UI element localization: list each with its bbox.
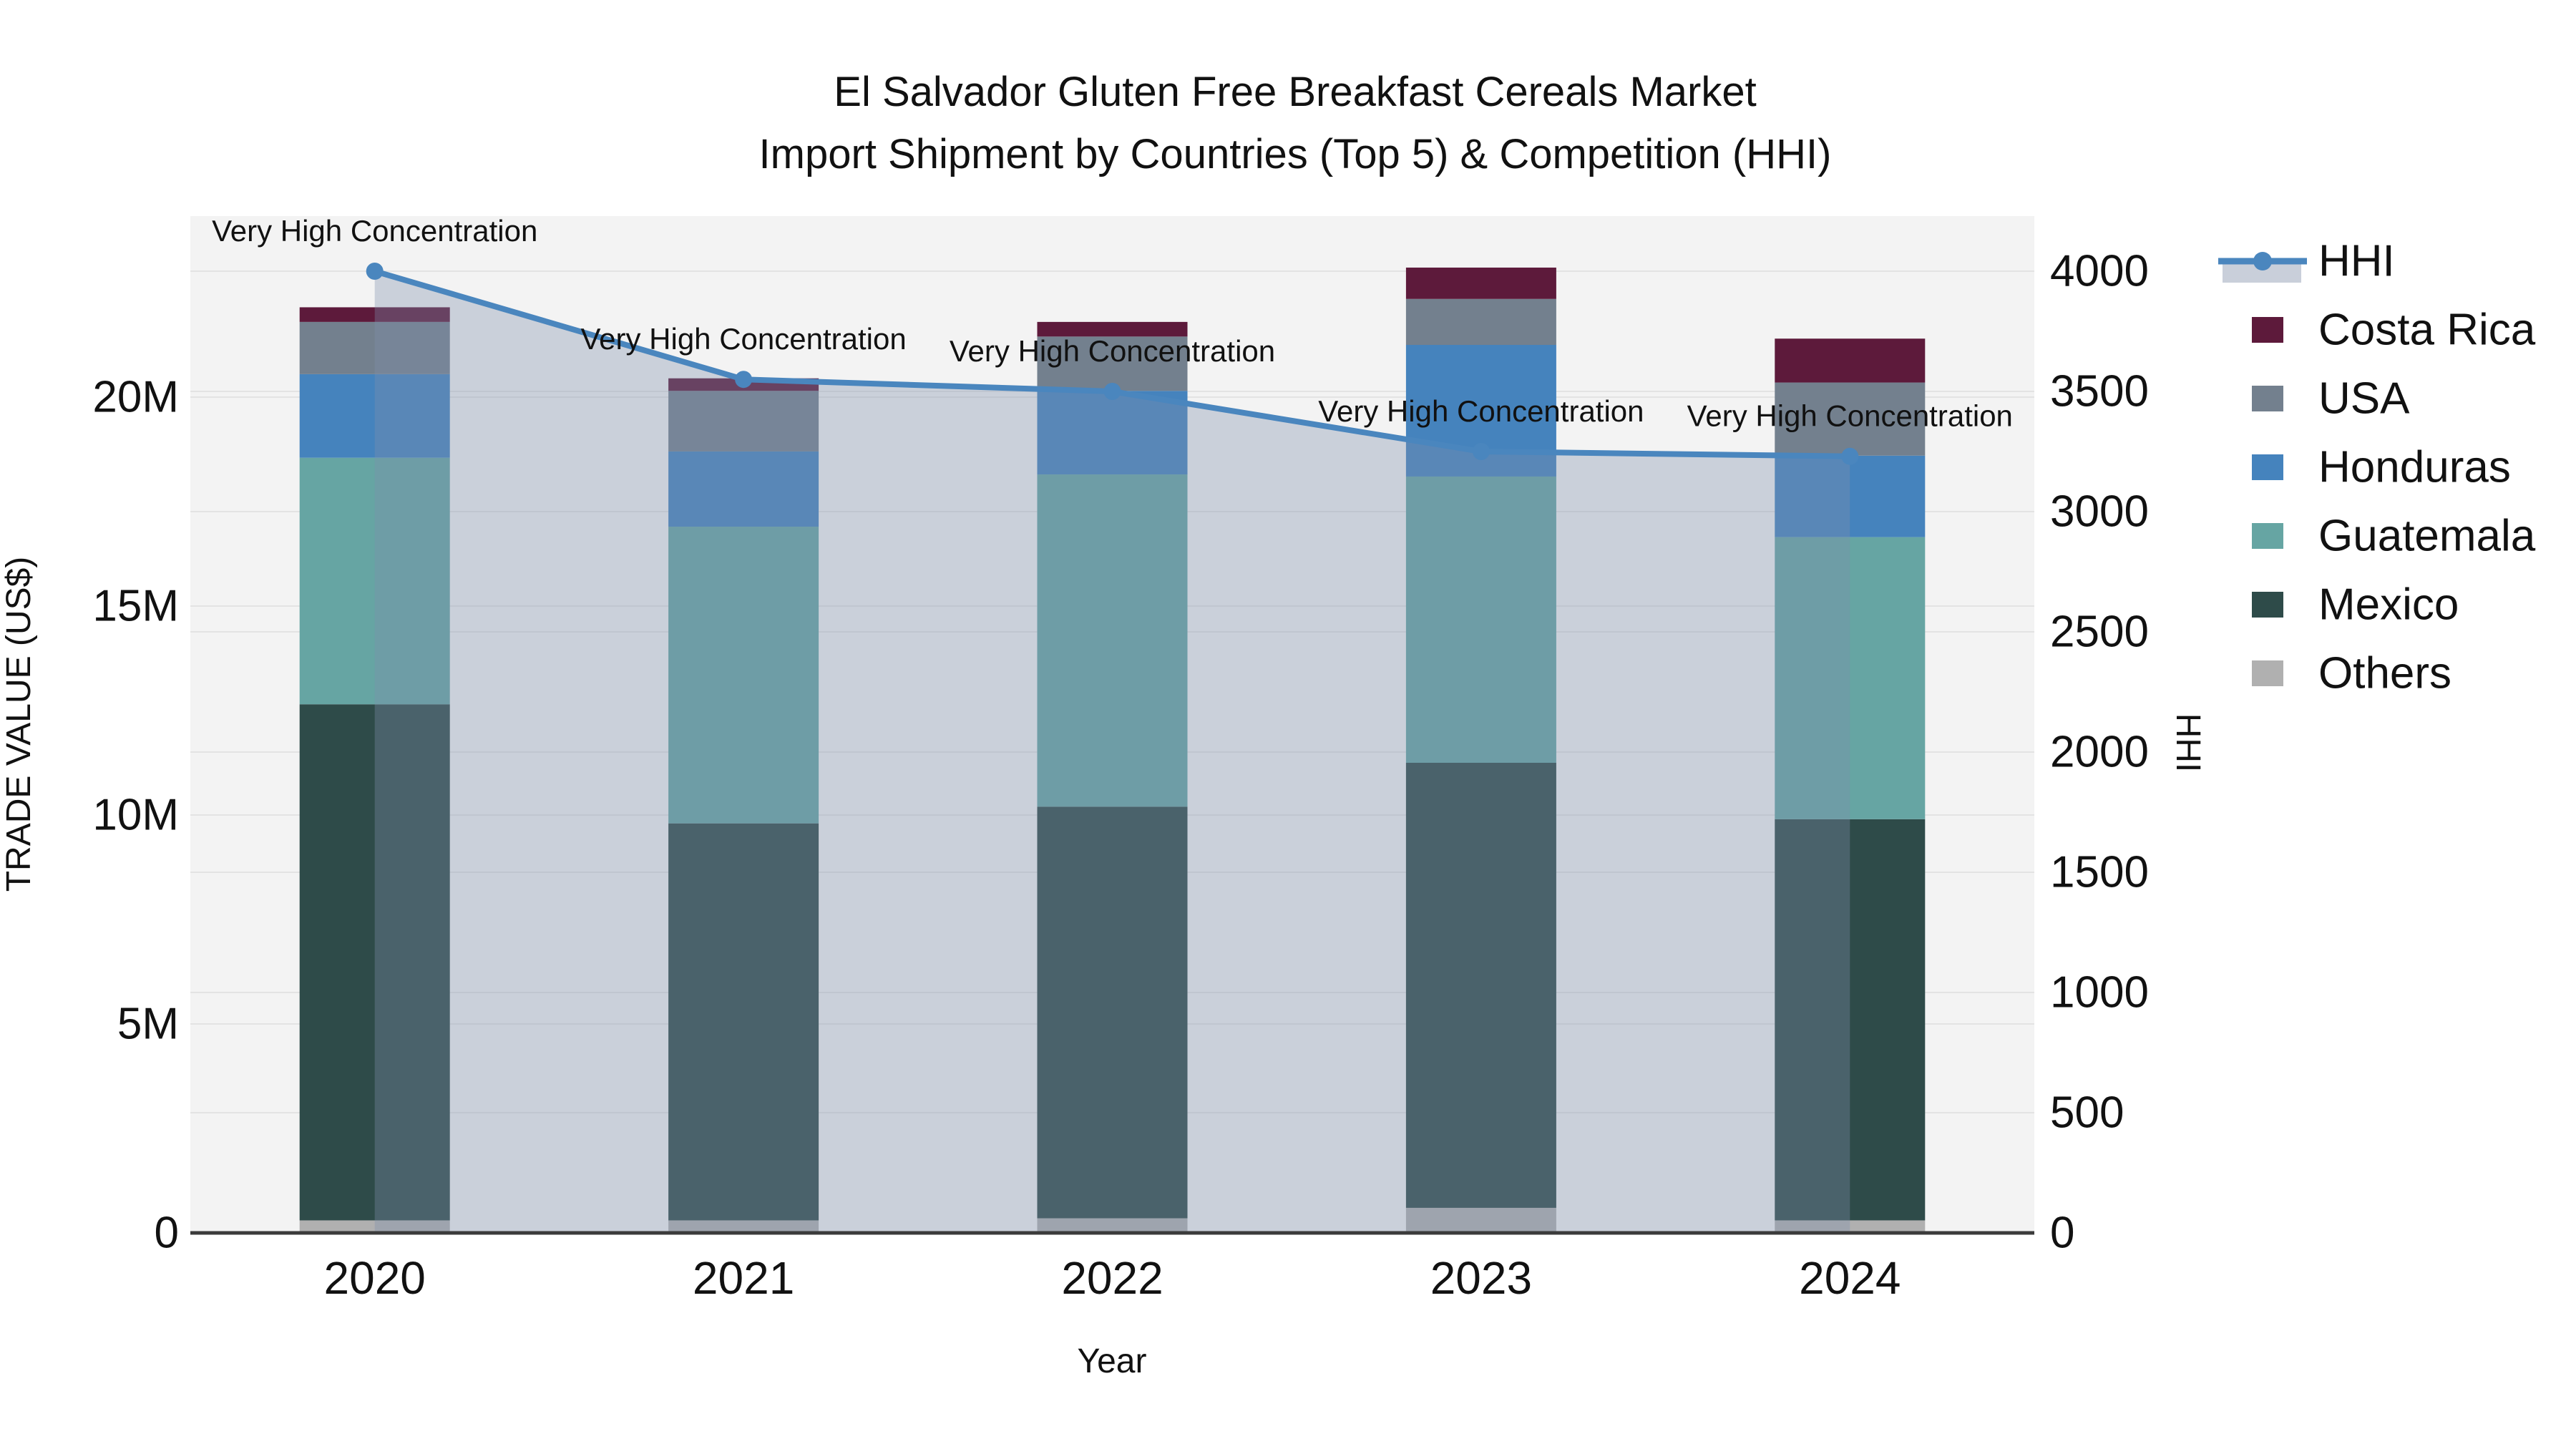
- bar-segment-usa-2023[interactable]: [1405, 298, 1556, 345]
- y-right-tick-3000: 3000: [2050, 487, 2149, 537]
- legend-item-hhi[interactable]: HHI: [2218, 237, 2395, 286]
- y-left-tick-0: 0: [155, 1209, 179, 1258]
- bar-segment-mexico-2021[interactable]: [668, 823, 819, 1221]
- y-right-tick-500: 500: [2050, 1088, 2124, 1138]
- y-right-tick-1000: 1000: [2050, 968, 2149, 1018]
- legend-label: Mexico: [2318, 580, 2459, 630]
- bar-segment-others-2022[interactable]: [1037, 1218, 1188, 1233]
- legend-item-others[interactable]: Others: [2252, 649, 2451, 698]
- bar-segment-honduras-2021[interactable]: [668, 451, 819, 527]
- legend-swatch-others: [2252, 660, 2283, 686]
- bar-segment-guatemala-2023[interactable]: [1405, 476, 1556, 763]
- x-tick-2021: 2021: [693, 1252, 794, 1304]
- x-tick-2024: 2024: [1799, 1252, 1901, 1304]
- y-right-tick-1500: 1500: [2050, 848, 2149, 897]
- y-right-tick-2000: 2000: [2050, 728, 2149, 777]
- legend-label: USA: [2318, 374, 2410, 424]
- y-left-tick-20M: 20M: [92, 373, 179, 422]
- legend-label: Honduras: [2318, 443, 2511, 492]
- bar-segment-mexico-2023[interactable]: [1405, 763, 1556, 1208]
- legend-item-usa[interactable]: USA: [2252, 374, 2410, 424]
- annotation-2020: Very High Concentration: [212, 214, 537, 248]
- y-right-tick-2500: 2500: [2050, 608, 2149, 657]
- y-right-tick-4000: 4000: [2050, 247, 2149, 296]
- y-left-tick-10M: 10M: [92, 791, 179, 840]
- bar-segment-honduras-2020[interactable]: [299, 374, 450, 458]
- hhi-area-fill: [374, 271, 1850, 1233]
- y-right-tick-0: 0: [2050, 1209, 2074, 1258]
- x-axis-title: Year: [1078, 1342, 1147, 1380]
- legend-item-guatemala[interactable]: Guatemala: [2252, 512, 2536, 561]
- y-right-tick-3500: 3500: [2050, 367, 2149, 416]
- bar-segment-costa_rica-2020[interactable]: [299, 307, 450, 322]
- bar-segment-others-2021[interactable]: [668, 1220, 819, 1233]
- bar-segment-others-2024[interactable]: [1775, 1220, 1926, 1233]
- legend-swatch-mexico: [2252, 592, 2283, 618]
- legend-item-honduras[interactable]: Honduras: [2252, 443, 2511, 492]
- y-right-axis-title: HHI: [2169, 713, 2207, 773]
- x-tick-2022: 2022: [1061, 1252, 1163, 1304]
- legend-label: Costa Rica: [2318, 306, 2536, 355]
- hhi-marker-2020[interactable]: [366, 263, 384, 280]
- hhi-marker-2022[interactable]: [1103, 383, 1121, 400]
- bar-segment-mexico-2024[interactable]: [1775, 819, 1926, 1221]
- bar-segment-others-2023[interactable]: [1405, 1207, 1556, 1233]
- y-left-tick-15M: 15M: [92, 582, 179, 631]
- annotation-2021: Very High Concentration: [580, 322, 906, 356]
- legend-item-mexico[interactable]: Mexico: [2252, 580, 2459, 630]
- legend-label: HHI: [2318, 237, 2395, 286]
- chart-title-line1: El Salvador Gluten Free Breakfast Cereal…: [834, 69, 1756, 115]
- bar-segment-mexico-2020[interactable]: [299, 704, 450, 1221]
- legend-swatch-guatemala: [2252, 523, 2283, 549]
- bar-segment-usa-2020[interactable]: [299, 321, 450, 374]
- annotation-2023: Very High Concentration: [1318, 394, 1644, 428]
- y-left-axis-title: TRADE VALUE (US$): [0, 557, 38, 892]
- bar-segment-costa_rica-2022[interactable]: [1037, 321, 1188, 337]
- annotation-2022: Very High Concentration: [950, 334, 1275, 368]
- bar-segment-guatemala-2021[interactable]: [668, 527, 819, 824]
- legend: HHI Costa Rica USA Honduras Guatemala Mexico O…: [2218, 237, 2536, 698]
- bar-segment-guatemala-2020[interactable]: [299, 457, 450, 705]
- hhi-marker-2021[interactable]: [735, 371, 753, 389]
- x-tick-2023: 2023: [1430, 1252, 1532, 1304]
- chart-title-line2: Import Shipment by Countries (Top 5) & C…: [759, 131, 1832, 177]
- bar-segment-guatemala-2024[interactable]: [1775, 537, 1926, 819]
- annotation-2024: Very High Concentration: [1687, 399, 2013, 433]
- bar-segment-costa_rica-2024[interactable]: [1775, 338, 1926, 383]
- bar-segment-honduras-2022[interactable]: [1037, 391, 1188, 475]
- legend-label: Others: [2318, 649, 2451, 698]
- legend-swatch-honduras: [2252, 454, 2283, 480]
- bar-segment-others-2020[interactable]: [299, 1220, 450, 1233]
- bar-segment-usa-2021[interactable]: [668, 391, 819, 452]
- legend-swatch-usa: [2252, 386, 2283, 411]
- legend-item-costa-rica[interactable]: Costa Rica: [2252, 306, 2536, 355]
- x-tick-2020: 2020: [324, 1252, 426, 1304]
- bar-segment-costa_rica-2023[interactable]: [1405, 267, 1556, 299]
- legend-label: Guatemala: [2318, 512, 2536, 561]
- hhi-marker-2023[interactable]: [1472, 443, 1490, 460]
- bar-segment-guatemala-2022[interactable]: [1037, 474, 1188, 807]
- y-left-tick-5M: 5M: [117, 1000, 179, 1049]
- legend-swatch-costa_rica: [2252, 317, 2283, 343]
- bar-segment-usa-2022[interactable]: [1037, 336, 1188, 391]
- bar-segment-mexico-2022[interactable]: [1037, 806, 1188, 1219]
- bar-segment-usa-2024[interactable]: [1775, 382, 1926, 456]
- bar-segment-honduras-2024[interactable]: [1775, 455, 1926, 537]
- legend-hhi-marker-icon: [2253, 252, 2272, 270]
- plot-area: Very High Concentration Very High Concent…: [92, 214, 2149, 1304]
- hhi-marker-2024[interactable]: [1841, 447, 1859, 465]
